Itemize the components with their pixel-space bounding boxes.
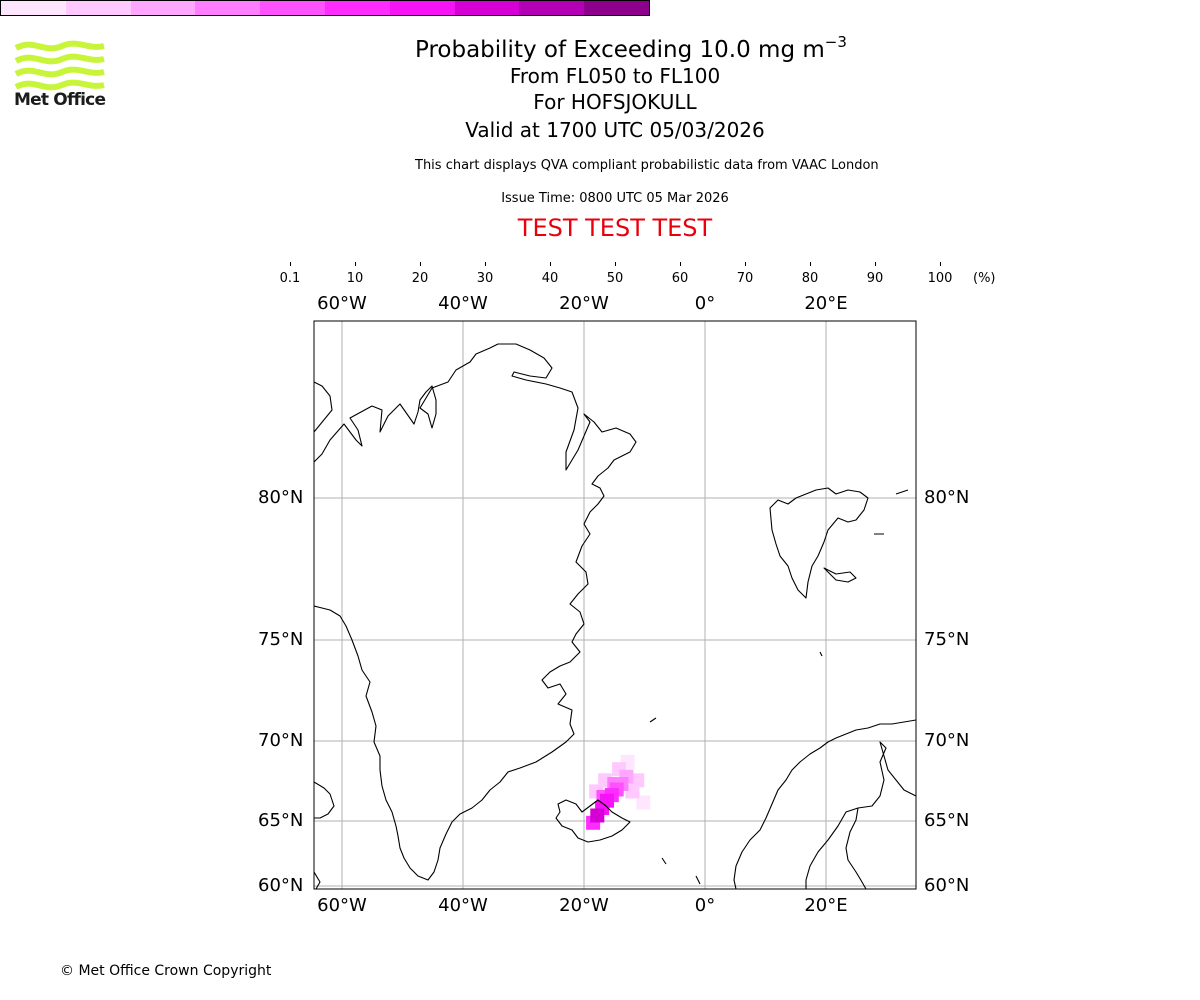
- logo-wave-1: [14, 40, 105, 52]
- colorbar-tick-label: 100: [927, 271, 953, 286]
- colorbar-tick-label: 50: [606, 271, 624, 286]
- colorbar-tick: [939, 262, 941, 266]
- lon-label-bottom-0: 0°: [694, 895, 716, 916]
- plume-cell: [590, 808, 605, 823]
- ash-probability-plume: [586, 754, 651, 830]
- colorbar-unit: (%): [973, 271, 996, 286]
- lat-label-left-75n: 75°N: [258, 629, 304, 650]
- coastline-islands: [649, 651, 823, 885]
- colorbar-segment: [584, 1, 649, 15]
- colorbar-tick: [419, 262, 421, 266]
- chart-title: Probability of Exceeding 10.0 mg m−3: [415, 27, 847, 65]
- logo-wave-3: [14, 66, 105, 78]
- lat-label-right-70n: 70°N: [924, 730, 970, 751]
- colorbar-tick: [809, 262, 811, 266]
- colorbar-tick-label: 30: [476, 271, 494, 286]
- plume-cell: [636, 795, 651, 810]
- met-office-logo: [14, 40, 105, 91]
- colorbar-tick-label: 10: [346, 271, 364, 286]
- volcano-name: For HOFSJOKULL: [533, 90, 697, 114]
- colorbar-tick: [354, 262, 356, 266]
- lon-label-top-20e: 20°E: [804, 293, 848, 314]
- colorbar-tick-label: 90: [866, 271, 884, 286]
- colorbar-tick: [874, 262, 876, 266]
- valid-time: Valid at 1700 UTC 05/03/2026: [465, 118, 765, 142]
- coastline-greenland: [314, 343, 637, 881]
- lat-label-left-70n: 70°N: [258, 730, 304, 751]
- plume-cell: [625, 784, 640, 799]
- lat-label-left-80n: 80°N: [258, 487, 304, 508]
- colorbar-tick-label: 0.1: [279, 271, 301, 286]
- colorbar-tick-label: 40: [541, 271, 559, 286]
- copyright-notice: © Met Office Crown Copyright: [60, 963, 272, 979]
- coastline-baffin: [314, 781, 335, 889]
- title-superscript: −3: [824, 33, 847, 51]
- colorbar-segment: [65, 1, 131, 15]
- coastline-iceland: [555, 799, 631, 843]
- colorbar-tick-label: 70: [736, 271, 754, 286]
- gridlines: [314, 321, 916, 889]
- colorbar-tick: [679, 262, 681, 266]
- logo-text: Met Office: [14, 90, 106, 110]
- plume-cell: [630, 773, 645, 788]
- flight-level-range: From FL050 to FL100: [509, 64, 721, 88]
- colorbar-segment: [324, 1, 390, 15]
- colorbar: [0, 0, 650, 16]
- colorbar-segment: [130, 1, 196, 15]
- lat-label-right-80n: 80°N: [924, 487, 970, 508]
- coastlines: [314, 343, 916, 889]
- logo-wave-4: [14, 79, 105, 91]
- logo-wave-2: [14, 53, 105, 65]
- test-banner: TEST TEST TEST: [517, 214, 713, 242]
- map-frame: [313, 320, 917, 890]
- lat-label-right-60n: 60°N: [924, 875, 970, 896]
- lat-label-right-65n: 65°N: [924, 810, 970, 831]
- colorbar-tick: [484, 262, 486, 266]
- lon-label-top-20w: 20°W: [559, 293, 609, 314]
- chart-description: This chart displays QVA compliant probab…: [415, 158, 879, 173]
- lon-label-top-0: 0°: [694, 293, 716, 314]
- lat-label-left-65n: 65°N: [258, 810, 304, 831]
- lon-label-bottom-60w: 60°W: [317, 895, 367, 916]
- colorbar-segment: [519, 1, 585, 15]
- colorbar-tick-label: 60: [671, 271, 689, 286]
- coastline-scandinavia: [733, 719, 916, 889]
- lon-label-bottom-20e: 20°E: [804, 895, 848, 916]
- lon-label-bottom-20w: 20°W: [559, 895, 609, 916]
- colorbar-segment: [195, 1, 261, 15]
- lat-label-left-60n: 60°N: [258, 875, 304, 896]
- colorbar-tick-label: 20: [411, 271, 429, 286]
- lat-label-right-75n: 75°N: [924, 629, 970, 650]
- colorbar-tick-label: 80: [801, 271, 819, 286]
- colorbar-segment: [1, 1, 66, 15]
- logo-waves: [14, 40, 105, 91]
- colorbar-tick: [614, 262, 616, 266]
- colorbar-tick: [744, 262, 746, 266]
- lon-label-bottom-40w: 40°W: [438, 895, 488, 916]
- colorbar-segment: [389, 1, 455, 15]
- colorbar-segment: [260, 1, 325, 15]
- lon-label-top-60w: 60°W: [317, 293, 367, 314]
- colorbar-segment: [454, 1, 520, 15]
- issue-time: Issue Time: 0800 UTC 05 Mar 2026: [501, 191, 729, 206]
- coastline-svalbard: [769, 487, 909, 599]
- lon-label-top-40w: 40°W: [438, 293, 488, 314]
- title-main-text: Probability of Exceeding 10.0 mg m: [415, 37, 825, 63]
- colorbar-tick: [549, 262, 551, 266]
- colorbar-tick: [289, 262, 291, 266]
